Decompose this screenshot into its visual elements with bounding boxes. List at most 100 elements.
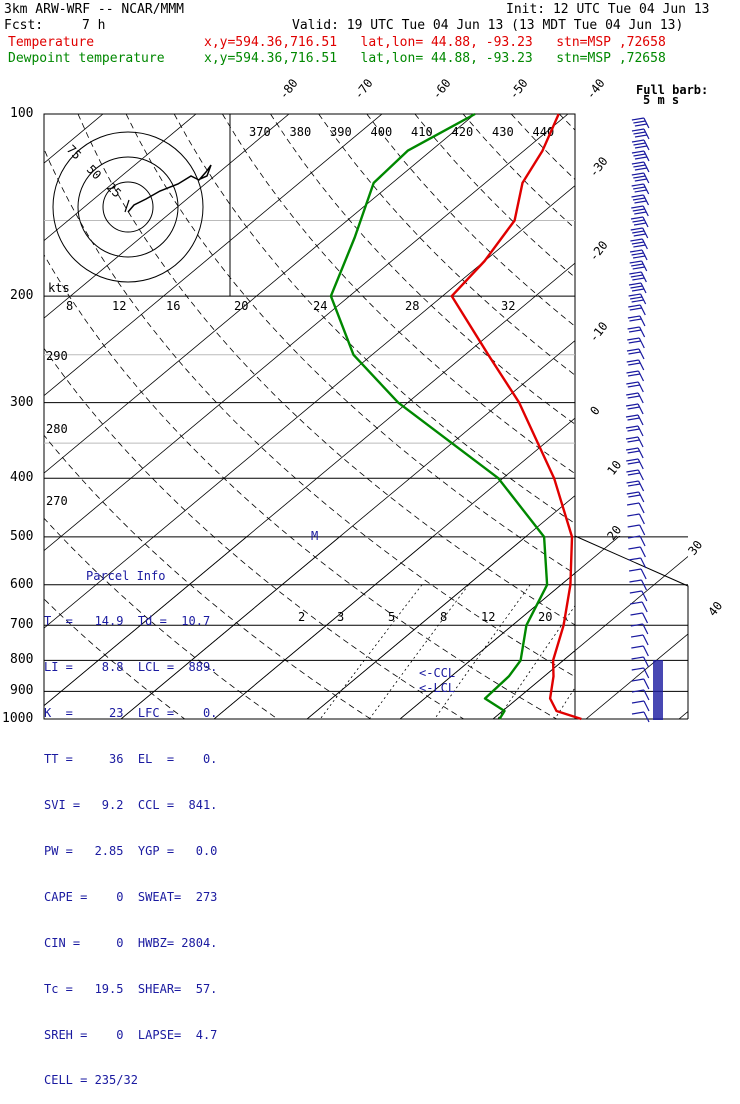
wind-barb — [626, 415, 643, 425]
lcl-label: <-LCL — [419, 681, 455, 695]
parcel-row: T = 14.9 Td = 10.7 — [44, 614, 232, 629]
isotherm — [307, 114, 740, 719]
wind-barb — [627, 492, 644, 502]
parcel-row: CAPE = 0 SWEAT= 273 — [44, 890, 232, 905]
parcel-row: TT = 36 EL = 0. — [44, 752, 232, 767]
wind-barb — [626, 437, 643, 447]
wind-barbs — [626, 118, 663, 722]
pressure-label: 200 — [10, 288, 33, 303]
wind-barb — [628, 525, 645, 535]
wind-barb — [631, 646, 648, 656]
mixing-ratio-label: 8 — [440, 610, 447, 624]
wind-barb — [629, 294, 646, 304]
theta-label: 410 — [411, 125, 433, 139]
skewed-temperature-label: 30 — [685, 538, 705, 558]
pressure-label: 800 — [10, 652, 33, 667]
skewed-temperature-label: -10 — [586, 319, 610, 345]
theta-label: 430 — [492, 125, 514, 139]
parcel-row: CIN = 0 HWBZ= 2804. — [44, 936, 232, 951]
wind-barb — [630, 602, 647, 612]
dry-adiabat — [656, 114, 740, 719]
pressure-label: 1000 — [2, 711, 33, 726]
dewpoint-profile — [331, 114, 547, 719]
wind-barb — [630, 239, 647, 249]
wind-barb — [628, 305, 645, 315]
dry-adiabat — [319, 114, 740, 719]
wind-barb — [632, 712, 649, 722]
dry-adiabat — [511, 114, 740, 719]
theta-side-label: 290 — [46, 349, 68, 363]
hodograph-trace — [128, 165, 211, 212]
wind-barb — [629, 569, 646, 579]
wind-speed-label: 12 — [112, 299, 126, 313]
wind-barb — [631, 228, 648, 238]
wind-barb — [632, 701, 649, 711]
wind-speed-label: kts — [48, 281, 70, 295]
isotherm — [214, 114, 740, 719]
wind-barb — [632, 140, 649, 150]
parcel-row: K = 23 LFC = 0. — [44, 706, 232, 721]
wind-barb — [627, 503, 644, 513]
wind-barb — [632, 118, 649, 128]
dry-adiabat — [415, 114, 740, 719]
profile-layer — [331, 114, 582, 719]
theta-label: 390 — [330, 125, 352, 139]
wind-barb — [628, 536, 645, 546]
isotherm — [586, 114, 740, 719]
parcel-row: LI = 8.8 LCL = 889. — [44, 660, 232, 675]
isotherm-extension — [586, 114, 740, 719]
surface-barb-cluster — [653, 660, 663, 720]
mixing-ratio-label: 5 — [388, 610, 395, 624]
wind-barb — [632, 173, 649, 183]
wind-speed-label: 28 — [405, 299, 419, 313]
isotherm-extension — [214, 114, 740, 719]
wind-barb — [629, 272, 646, 282]
skewed-temperature-label: -70 — [351, 76, 375, 102]
theta-side-label: 270 — [46, 494, 68, 508]
wind-barb — [627, 481, 644, 491]
parcel-info-title: Parcel Info — [44, 569, 232, 584]
isotherm-extension — [400, 114, 740, 719]
pressure-label: 900 — [10, 683, 33, 698]
wind-barb — [630, 250, 647, 260]
wind-barb — [631, 635, 648, 645]
wind-barb — [631, 217, 648, 227]
parcel-row: SVI = 9.2 CCL = 841. — [44, 798, 232, 813]
mixing-ratio-line — [435, 585, 530, 719]
wind-barb — [627, 349, 644, 359]
parcel-row: Tc = 19.5 SHEAR= 57. — [44, 982, 232, 997]
wind-barb — [628, 316, 645, 326]
mixing-ratio-label: 12 — [481, 610, 495, 624]
mixing-ratio-line — [630, 585, 714, 719]
mixing-ratio-line — [369, 585, 468, 719]
parcel-info-panel: Parcel Info T = 14.9 Td = 10.7 LI = 8.8 … — [44, 538, 232, 728]
wind-barb — [632, 668, 649, 678]
pressure-label: 300 — [10, 395, 33, 410]
theta-side-label: 280 — [46, 422, 68, 436]
wind-speed-label: 8 — [66, 299, 73, 313]
skewed-temperature-label: -20 — [586, 238, 610, 264]
mixing-ratio-label: 20 — [538, 610, 552, 624]
isotherm — [0, 114, 10, 719]
wind-barb — [632, 151, 649, 161]
wind-barb — [632, 162, 649, 172]
wind-speed-label: 16 — [166, 299, 180, 313]
wind-barb — [631, 613, 648, 623]
wind-barb — [630, 261, 647, 271]
skewed-temperature-label: -60 — [429, 76, 453, 102]
parcel-row: PW = 2.85 YGP = 0.0 — [44, 844, 232, 859]
wind-barb — [632, 657, 649, 667]
wind-barb — [626, 404, 643, 414]
wind-barb — [626, 470, 643, 480]
wind-speed-label: 32 — [501, 299, 515, 313]
hodograph-vector — [125, 200, 129, 212]
wind-barb — [629, 283, 646, 293]
wind-barb — [627, 360, 644, 370]
isotherm-extension — [307, 114, 740, 719]
dry-adiabat — [222, 114, 740, 719]
dry-adiabat — [559, 114, 740, 719]
skewed-temperature-label: 40 — [705, 599, 725, 619]
wind-barb — [631, 195, 648, 205]
parcel-row: CELL = 235/32 — [44, 1073, 232, 1088]
